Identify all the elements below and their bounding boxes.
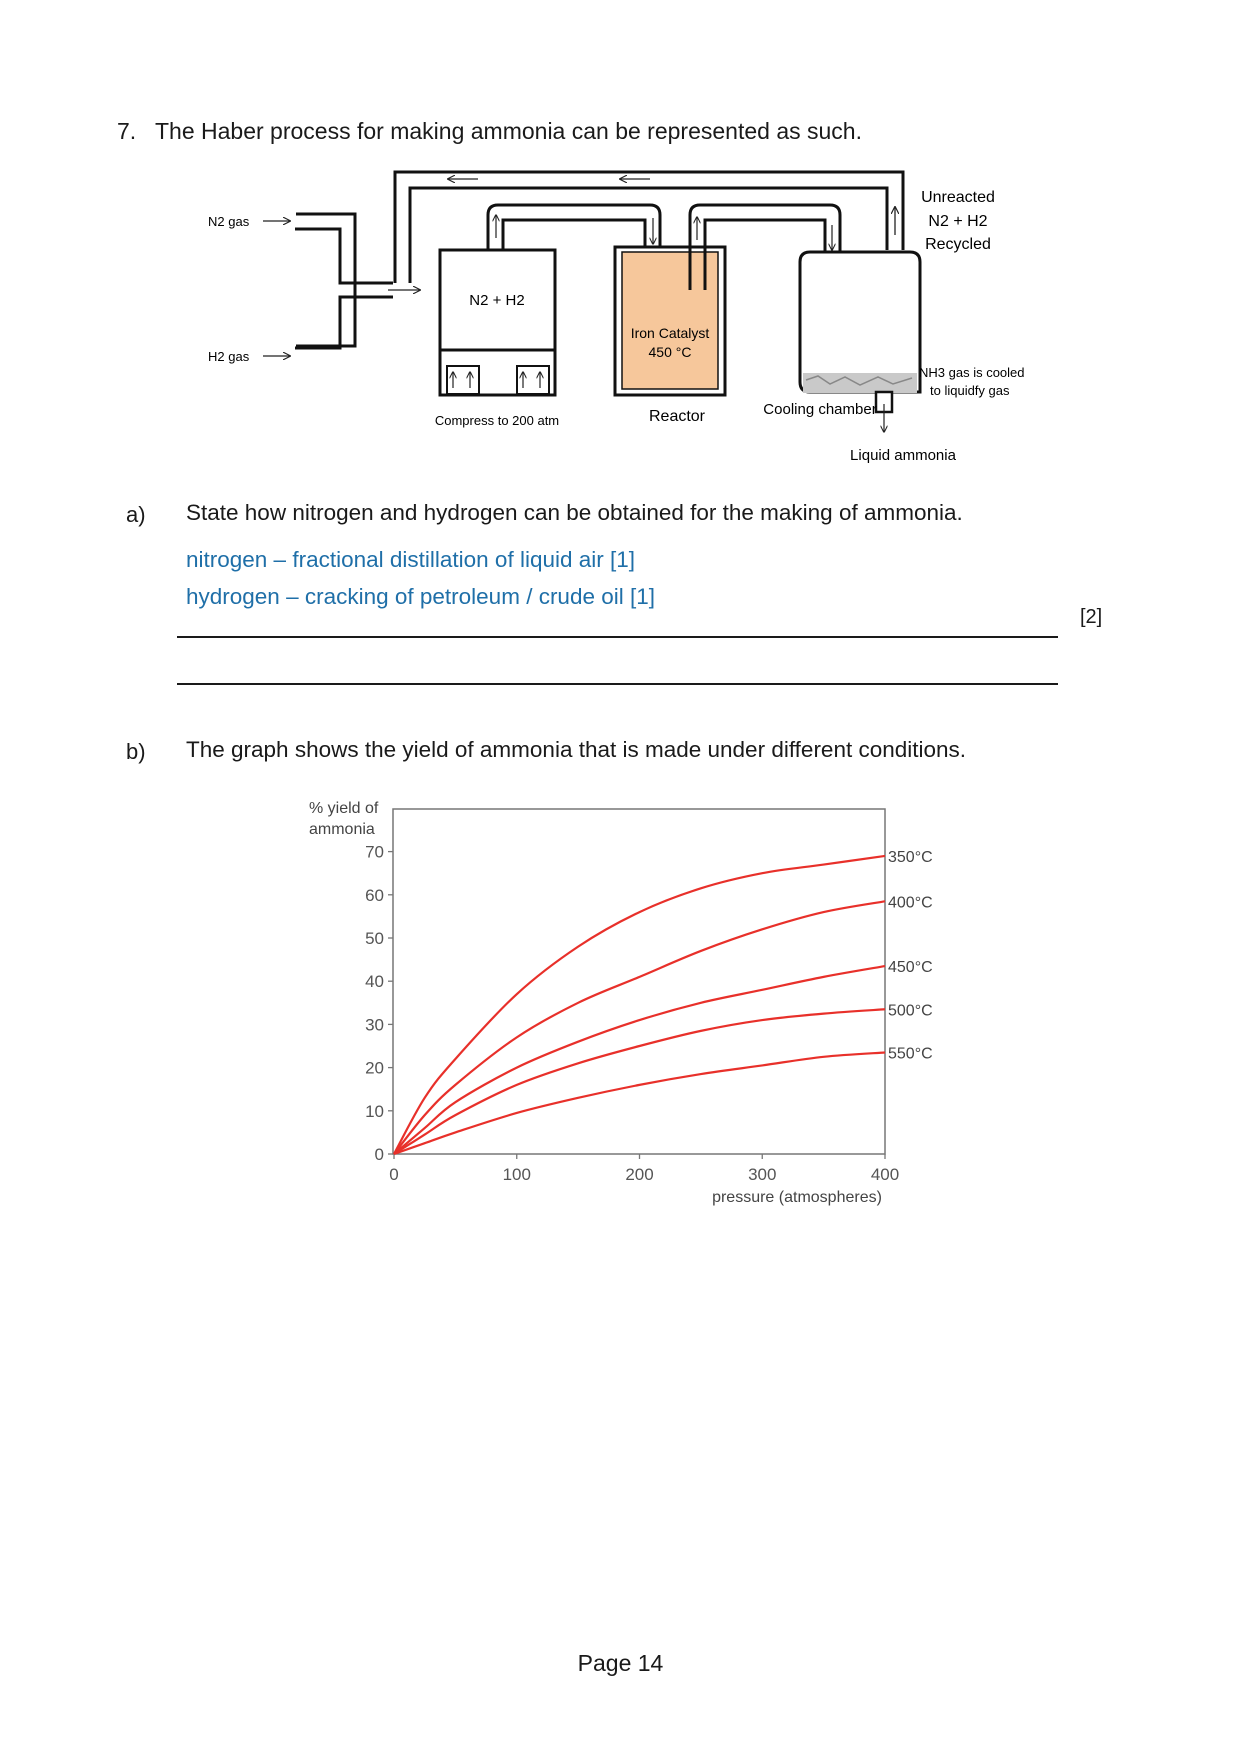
question-number: 7.: [117, 118, 137, 144]
question-heading: 7. The Haber process for making ammonia c…: [117, 118, 862, 145]
question-text: The Haber process for making ammonia can…: [155, 118, 862, 144]
unreacted-line1: Unreacted: [921, 189, 995, 206]
series-line: [393, 854, 886, 1155]
series-label: 500°C: [888, 1002, 933, 1019]
h2-gas-label: H2 gas: [208, 349, 250, 364]
x-axis-label: pressure (atmospheres): [712, 1189, 882, 1206]
input-pipes: [295, 212, 393, 350]
unreacted-line3: Recycled: [925, 236, 991, 253]
y-tick-label: 40: [365, 972, 384, 991]
y-tick-label: 70: [365, 843, 384, 862]
cooling-label: Cooling chamber: [763, 401, 876, 418]
mixer-label: N2 + H2: [469, 292, 524, 309]
yield-chart: % yield of ammonia pressure (atmospheres…: [309, 800, 933, 1206]
y-axis-ticks: 0 10 20 30 40 50 60 70: [365, 843, 393, 1164]
series-line: [393, 900, 886, 1155]
part-a-label: a): [126, 502, 146, 527]
series-label: 450°C: [888, 959, 933, 976]
y-tick-label: 30: [365, 1015, 384, 1034]
series-line: [393, 1008, 886, 1155]
compress-label: Compress to 200 atm: [435, 413, 559, 428]
x-tick-label: 0: [389, 1165, 398, 1184]
y-axis-label-line1: % yield of: [309, 800, 379, 817]
liquid-ammonia-label: Liquid ammonia: [850, 447, 957, 464]
answer-line: [177, 636, 1058, 638]
x-tick-label: 100: [503, 1165, 531, 1184]
series-label: 550°C: [888, 1045, 933, 1062]
x-tick-label: 400: [871, 1165, 899, 1184]
reactor-vessel: [613, 245, 727, 397]
catalyst-label: Iron Catalyst: [631, 325, 710, 341]
catalyst-temp: 450 °C: [649, 344, 692, 360]
series-labels: 350°C 400°C 450°C 500°C 550°C: [888, 849, 933, 1063]
part-b-label: b): [126, 739, 146, 764]
part-b-prompt: The graph shows the yield of ammonia tha…: [186, 737, 967, 762]
x-axis-ticks: 0 100 200 300 400: [389, 1154, 899, 1184]
series-label: 400°C: [888, 894, 933, 911]
y-tick-label: 0: [375, 1145, 384, 1164]
recycle-pipe: [393, 170, 905, 283]
part-a-answer-line2: hydrogen – cracking of petroleum / crude…: [186, 584, 656, 609]
haber-process-diagram: N2 gas H2 gas N2 + H2 Compress to 200 at…: [208, 170, 1025, 464]
reactor-label: Reactor: [649, 408, 706, 425]
n2-gas-label: N2 gas: [208, 214, 250, 229]
part-a-answer-line1: nitrogen – fractional distillation of li…: [186, 547, 636, 572]
x-tick-label: 200: [625, 1165, 653, 1184]
page-number: Page 14: [577, 1650, 664, 1676]
series-lines: [393, 854, 886, 1156]
series-label: 350°C: [888, 849, 933, 866]
y-tick-label: 10: [365, 1102, 384, 1121]
nh3-note-line1: NH3 gas is cooled: [919, 365, 1025, 380]
x-tick-label: 300: [748, 1165, 776, 1184]
y-axis-label-line2: ammonia: [309, 821, 375, 838]
cooling-chamber: [798, 250, 922, 414]
plot-frame: [392, 808, 886, 1155]
y-tick-label: 20: [365, 1059, 384, 1078]
reactor-to-cooler-pipe: [688, 203, 842, 290]
y-tick-label: 60: [365, 886, 384, 905]
answer-line: [177, 683, 1058, 685]
part-a-marks: [2]: [1080, 606, 1103, 628]
y-tick-label: 50: [365, 929, 384, 948]
series-line: [393, 964, 886, 1155]
nh3-note-line2: to liquidfy gas: [930, 383, 1010, 398]
unreacted-line2: N2 + H2: [928, 213, 987, 230]
series-line: [393, 1051, 886, 1156]
compressor-chamber: [438, 248, 557, 397]
part-a-prompt: State how nitrogen and hydrogen can be o…: [186, 500, 963, 525]
